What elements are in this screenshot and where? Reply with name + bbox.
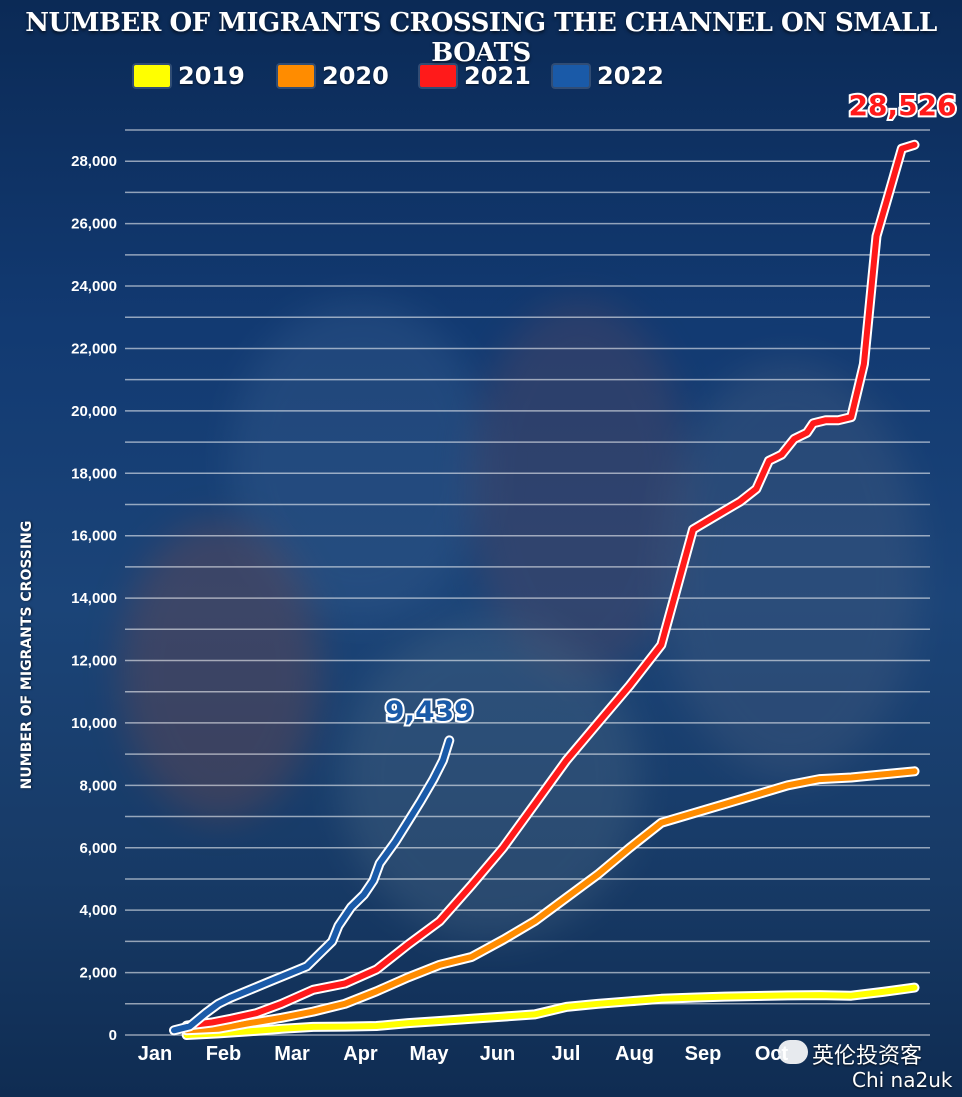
watermark-handle: Chi na2uk [852,1068,953,1092]
series-outline-2021 [181,139,920,1031]
legend: 2019 2020 2021 2022 [0,62,962,96]
x-tick-label: Jan [138,1043,172,1065]
series-line-2019 [183,984,918,1038]
legend-label-2021: 2021 [464,62,531,90]
series-line-2020 [183,768,918,1034]
x-tick-label: Aug [615,1043,654,1065]
y-tick-label: 24,000 [71,278,117,295]
watermark-text: 英伦投资客 [812,1044,923,1069]
x-tick-label: May [410,1043,450,1065]
legend-item-2020: 2020 [278,62,389,90]
series-lines [169,139,920,1040]
y-tick-label: 0 [109,1027,117,1044]
y-tick-label: 14,000 [71,590,117,607]
x-tick-label: Feb [206,1043,242,1065]
y-tick-label: 12,000 [71,653,117,670]
legend-swatch-2020 [278,65,314,87]
data-label-2022: 9,439 [385,694,474,727]
x-tick-label: Mar [274,1043,310,1065]
x-tick-labels: Jan Feb Mar Apr May Jun Jul Aug Sep Oct [138,1043,789,1065]
chart-title: NUMBER OF MIGRANTS CROSSING THE CHANNEL … [25,8,937,68]
y-tick-label: 16,000 [71,528,117,545]
background-shape [470,300,690,680]
legend-label-2019: 2019 [178,62,245,90]
background-shape [120,520,320,820]
background-shape [660,360,920,780]
legend-label-2020: 2020 [322,62,389,90]
y-tick-label: 18,000 [71,465,117,482]
legend-swatch-2019 [134,65,170,87]
data-label-2021: 28,526 [848,89,956,122]
legend-label-2022: 2022 [597,62,664,90]
x-tick-label: Jun [480,1043,516,1065]
legend-swatch-2021 [420,65,456,87]
y-tick-label: 10,000 [71,715,117,732]
gridlines [125,129,930,1036]
y-tick-label: 22,000 [71,340,117,357]
y-tick-label: 20,000 [71,403,117,420]
legend-item-2022: 2022 [553,62,664,90]
legend-item-2021: 2021 [420,62,531,90]
y-tick-label: 28,000 [71,153,117,170]
y-tick-label: 8,000 [79,777,117,794]
x-tick-label: Sep [685,1043,722,1065]
series-line-2021 [183,141,918,1029]
x-tick-label: Apr [343,1043,378,1065]
y-tick-labels: 0 2,000 4,000 6,000 8,000 10,000 12,000 14,000 1… [71,153,117,1044]
y-tick-label: 26,000 [71,216,117,233]
y-tick-label: 6,000 [79,840,117,857]
series-line-2022 [171,737,453,1034]
y-tick-label: 2,000 [79,965,117,982]
x-tick-label: Jul [552,1043,581,1065]
legend-item-2019: 2019 [134,62,245,90]
y-tick-label: 4,000 [79,902,117,919]
annotations: 28,526 9,439 [383,87,959,730]
background-shape [340,620,640,940]
legend-swatch-2022 [553,65,589,87]
wechat-icon [778,1040,808,1064]
